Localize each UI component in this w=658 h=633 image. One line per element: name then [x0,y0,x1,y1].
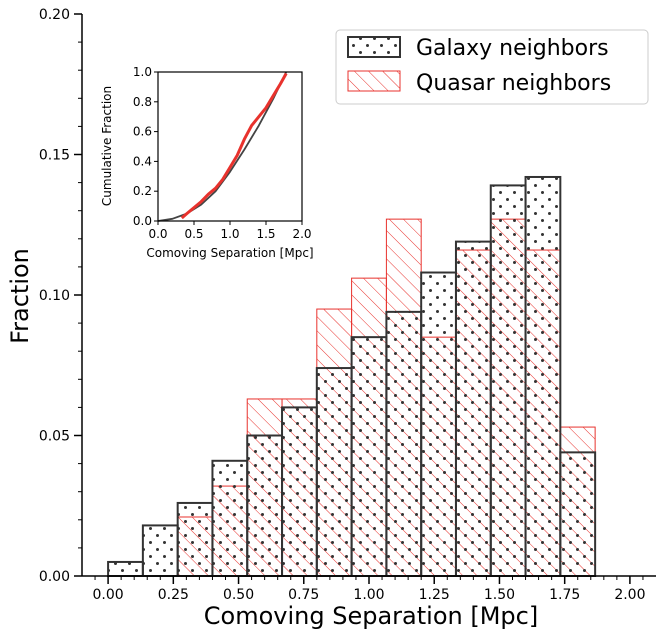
galaxy-bar [350,336,388,577]
x-tick-label: 0.50 [223,587,254,603]
main-plot: 0.00 0.25 0.50 0.75 1.00 1.25 1.50 1.75 2.000.00… [6,7,656,630]
x-tick-label: 1.75 [549,587,580,603]
y-tick-label: 0.05 [39,429,70,445]
x-tick-label: 0.00 [93,587,124,603]
y-tick-label: 0.10 [39,288,70,304]
legend-swatch-quasar [347,70,401,92]
inset-y-tick-label: 0.8 [133,95,152,109]
galaxy-bars [107,175,597,578]
legend-frame [335,29,649,105]
legend-swatch-galaxy [347,36,401,58]
inset-x-tick-label: 0.5 [184,227,203,241]
y-tick-label: 0.00 [39,569,70,585]
galaxy-bar [141,524,179,577]
legend-label-galaxy: Galaxy neighbors [416,36,609,61]
galaxy-bar [281,406,318,577]
galaxy-bar [385,310,423,577]
x-tick-label: 2.00 [614,587,645,603]
legend-label-quasar: Quasar neighbors [416,71,611,96]
x-tick-label: 1.50 [484,587,515,603]
inset-axes: 0.0 0.5 1.0 1.5 2.0 0.0 0.2 0.4 0.6 0.8 1.0 [133,65,312,241]
x-tick-label: 0.25 [158,587,189,603]
galaxy-bar [315,367,353,577]
galaxy-bar [489,184,527,577]
galaxy-bar [559,451,597,577]
inset-lines [157,71,288,222]
inset-x-axis-label: Comoving Separation [Mpc] [146,246,313,260]
inset-plot: 0.0 0.5 1.0 1.5 2.0 0.0 0.2 0.4 0.6 0.8 1.0 Comovi… [100,65,314,260]
inset-background [158,72,302,221]
x-tick-label: 0.75 [288,587,319,603]
x-tick-label: 1.25 [419,587,450,603]
inset-y-tick-label: 1.0 [133,65,152,79]
inset-y-tick-label: 0.6 [133,125,152,139]
galaxy-bar [107,560,144,578]
galaxy-bar [420,271,457,577]
inset-x-tick-label: 0.0 [148,227,167,241]
inset-y-axis-label: Cumulative Fraction [100,86,114,206]
galaxy-bar [524,175,562,577]
x-axis-label: Comoving Separation [Mpc] [204,602,538,630]
inset-y-tick-label: 0.0 [133,214,152,228]
inset-x-tick-label: 1.0 [220,227,239,241]
y-tick-label: 0.20 [39,7,70,23]
main-axes: 0.00 0.25 0.50 0.75 1.00 1.25 1.50 1.75 2.000.00… [39,7,656,603]
legend: Galaxy neighbors Quasar neighbors [335,29,649,105]
quasar-cdf-line [180,72,288,220]
galaxy-bar [211,459,249,578]
inset-x-tick-label: 1.5 [256,227,275,241]
inset-y-tick-label: 0.2 [133,184,152,198]
galaxy-bar [246,434,284,577]
inset-y-tick-label: 0.4 [133,154,152,168]
y-axis-label: Fraction [6,248,34,344]
galaxy-bar [454,240,492,578]
x-tick-label: 1.00 [353,587,384,603]
inset-x-tick-label: 2.0 [292,227,311,241]
galaxy-bar [176,501,214,577]
y-tick-label: 0.15 [39,148,70,164]
